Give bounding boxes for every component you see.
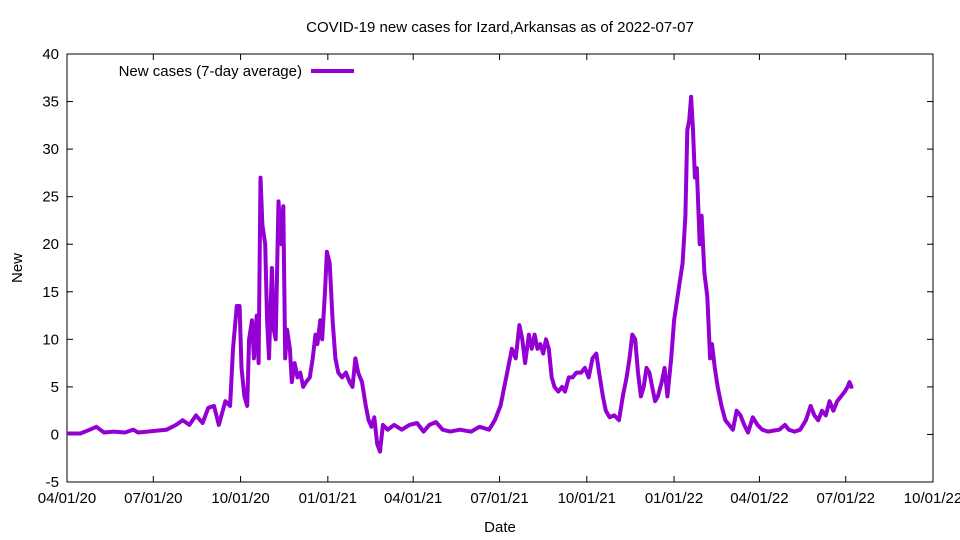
y-axis-label: New [9,253,26,283]
x-tick-label: 07/01/22 [817,490,875,507]
x-tick-label: 04/01/22 [730,490,788,507]
x-tick-label: 10/01/21 [558,490,616,507]
x-tick-label: 10/01/22 [904,490,960,507]
series-layer [66,94,854,454]
y-tick-label: 35 [42,94,59,111]
legend-label: New cases (7-day average) [119,63,302,80]
series-line [66,94,854,454]
x-tick-label: 04/01/20 [38,490,96,507]
x-tick-label: 07/01/21 [470,490,528,507]
y-tick-label: 30 [42,141,59,158]
chart-legend: New cases (7-day average) [119,63,354,80]
x-tick-label: 10/01/20 [211,490,269,507]
y-tick-label: 0 [51,426,59,443]
y-tick-label: 20 [42,236,59,253]
x-tick-label: 04/01/21 [384,490,442,507]
y-tick-label: 10 [42,331,59,348]
y-tick-label: 15 [42,284,59,301]
x-tick-label: 07/01/20 [124,490,182,507]
y-tick-label: 5 [51,379,59,396]
y-axis: -5 0 5 10 15 20 25 30 35 40 [42,46,933,491]
x-tick-label: 01/01/22 [645,490,703,507]
x-axis: 04/01/20 07/01/20 10/01/20 01/01/21 04/01/21… [38,54,960,507]
y-tick-label: 40 [42,46,59,63]
x-tick-label: 01/01/21 [299,490,357,507]
x-axis-label: Date [484,519,516,536]
chart-title: COVID-19 new cases for Izard,Arkansas as… [306,19,694,36]
y-tick-label: 25 [42,189,59,206]
y-tick-label: -5 [46,474,59,491]
